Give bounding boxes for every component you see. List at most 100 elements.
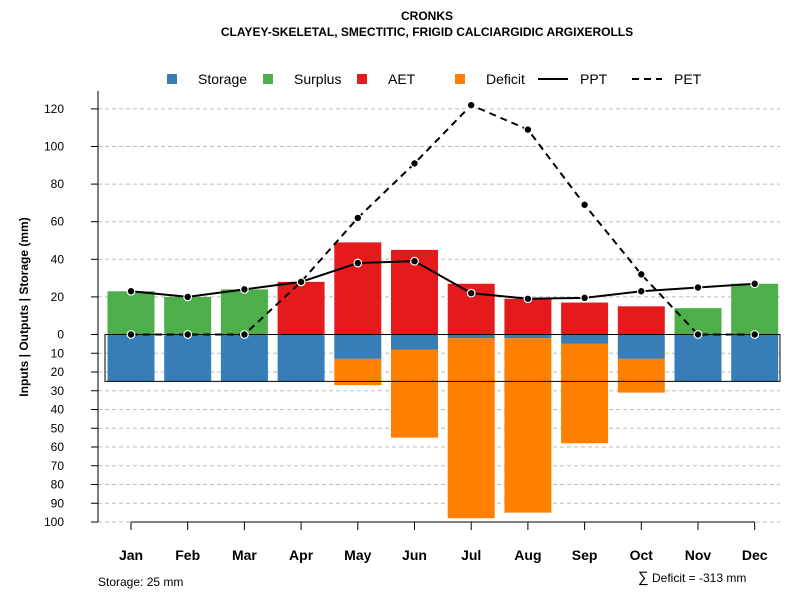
legend-label: Deficit: [486, 71, 525, 87]
deficit-bar: [504, 338, 552, 513]
pet-point: [466, 100, 476, 110]
aet-bar: [334, 242, 382, 335]
pet-point: [410, 159, 419, 168]
pet-point: [353, 213, 363, 223]
ppt-point: [466, 288, 476, 298]
legend-swatch: [357, 74, 367, 84]
pet-point: [750, 330, 760, 339]
storage-bar: [617, 334, 665, 359]
ppt-point: [693, 283, 703, 292]
legend-label: AET: [388, 71, 416, 87]
x-tick-label: Apr: [289, 547, 314, 563]
legend: Storage Surplus AET Deficit PPT PET: [167, 71, 702, 87]
legend-swatch: [455, 74, 465, 84]
deficit-bar: [447, 338, 495, 519]
x-tick-label: Jun: [402, 547, 427, 563]
x-tick-label: Oct: [630, 547, 654, 563]
storage-bar: [277, 334, 325, 382]
ppt-point: [239, 284, 249, 294]
storage-bar: [220, 334, 268, 382]
ppt-point: [750, 279, 760, 289]
pet-point: [693, 330, 703, 339]
storage-capacity-frame: [104, 334, 781, 382]
x-tick-label: Sep: [572, 547, 598, 563]
storage-bar: [391, 334, 438, 350]
storage-bar: [504, 334, 552, 339]
x-tick-label: Nov: [685, 547, 712, 563]
aet-bar: [277, 281, 325, 335]
ppt-point: [296, 277, 306, 287]
y-axis-label: Inputs | Outputs | Storage (mm): [17, 217, 31, 396]
storage-bar: [107, 334, 155, 382]
legend-label: PET: [674, 71, 702, 87]
sigma-icon: ∑: [638, 569, 649, 586]
x-tick-label: Jul: [461, 547, 481, 563]
storage-bar: [334, 334, 382, 359]
y-tick-label: 30: [51, 384, 65, 398]
y-tick-label: 70: [51, 459, 65, 473]
storage-capacity-box: [104, 334, 781, 382]
axes: 0 20 40 60 80 100 120 10 20 30 40 50 60 70 80 90 100 Jan F…: [44, 90, 768, 563]
legend-label: Storage: [198, 71, 247, 87]
pet-point: [636, 269, 646, 279]
y-tick-label: 60: [51, 440, 65, 454]
y-tick-label: 10: [51, 346, 65, 360]
storage-footnote: Storage: 25 mm: [98, 575, 183, 589]
y-tick-label: 100: [44, 515, 64, 529]
surplus-bar: [107, 291, 155, 335]
aet-bar: [504, 298, 552, 335]
y-tick-label: 40: [51, 252, 65, 266]
y-tick-label: 90: [51, 496, 65, 510]
bars: [107, 242, 779, 519]
x-tick-label: Aug: [514, 547, 541, 563]
storage-bar: [561, 334, 609, 344]
surplus-bar: [731, 283, 779, 335]
ppt-point: [636, 286, 646, 296]
ppt-point: [523, 294, 533, 304]
x-tick-label: Dec: [742, 547, 768, 563]
deficit-bar: [617, 358, 665, 393]
storage-bar: [164, 334, 212, 382]
legend-swatch: [167, 74, 177, 84]
ppt-line: [130, 260, 755, 300]
storage-bar: [447, 334, 495, 339]
ppt-point: [183, 292, 193, 302]
y-tick-label: 20: [51, 290, 65, 304]
pet-point: [239, 330, 249, 339]
lines: [126, 100, 760, 339]
deficit-bar: [391, 349, 438, 438]
ppt-point: [410, 256, 419, 266]
y-tick-label: 80: [51, 177, 65, 191]
y-tick-label: 0: [57, 328, 64, 342]
y-tick-label: 60: [51, 215, 65, 229]
legend-label: PPT: [580, 71, 608, 87]
y-tick-label: 100: [44, 140, 64, 154]
legend-swatch: [263, 74, 273, 84]
y-tick-label: 120: [44, 102, 64, 116]
chart-title: CRONKS: [401, 9, 453, 23]
x-tick-label: Feb: [175, 547, 200, 563]
aet-bar: [617, 306, 665, 335]
x-tick-label: Mar: [232, 547, 257, 563]
legend-label: Surplus: [294, 71, 341, 87]
x-tick-label: May: [344, 547, 371, 563]
pet-point: [580, 200, 589, 210]
x-tick-label: Jan: [119, 547, 143, 563]
ppt-point: [126, 286, 136, 296]
chart-subtitle: CLAYEY-SKELETAL, SMECTITIC, FRIGID CALCI…: [221, 25, 633, 39]
storage-bar: [674, 334, 722, 382]
storage-bar: [731, 334, 779, 382]
deficit-bar: [334, 358, 382, 386]
deficit-bar: [561, 343, 609, 444]
pet-point: [183, 330, 193, 339]
surplus-bar: [164, 296, 212, 335]
y-tick-label: 80: [51, 478, 65, 492]
ppt-point: [353, 258, 363, 268]
y-tick-label: 20: [51, 365, 65, 379]
pet-point: [523, 125, 533, 134]
y-tick-label: 50: [51, 421, 65, 435]
deficit-footnote: Deficit = -313 mm: [652, 571, 746, 585]
pet-point: [126, 330, 136, 339]
y-tick-label: 40: [51, 403, 65, 417]
